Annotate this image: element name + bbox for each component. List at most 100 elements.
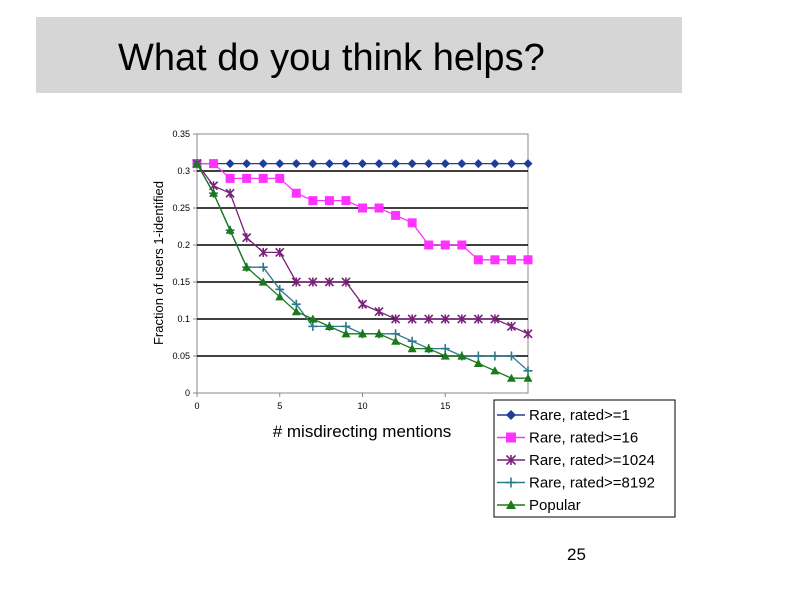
data-point [374, 159, 384, 169]
data-point [473, 255, 483, 265]
data-point [473, 159, 483, 169]
data-point [358, 159, 367, 169]
legend-item: Popular [497, 497, 581, 514]
data-point [258, 159, 268, 169]
data-point [374, 329, 384, 338]
data-point [275, 292, 285, 301]
data-point [192, 159, 202, 168]
data-point [424, 344, 434, 353]
data-point [324, 321, 334, 330]
y-tick-label: 0.25 [172, 203, 190, 213]
data-point [424, 314, 434, 324]
data-point [490, 366, 500, 375]
data-point [341, 329, 351, 338]
slide-number: 25 [567, 545, 586, 564]
data-point [242, 173, 252, 183]
data-point [275, 173, 285, 183]
data-point [358, 329, 367, 338]
legend: Rare, rated>=1 Rare, rated>=16 Rare, rated… [493, 399, 676, 518]
data-point [291, 188, 301, 198]
legend-marker [505, 454, 517, 466]
data-point [490, 255, 500, 265]
data-point [440, 351, 450, 360]
y-axis-label: Fraction of users 1-identified [151, 181, 166, 345]
data-point [308, 196, 318, 206]
data-point [391, 210, 401, 220]
data-point [523, 373, 533, 382]
data-point [440, 240, 450, 250]
data-point [407, 314, 417, 324]
legend-label: Popular [529, 497, 581, 514]
data-point [358, 203, 367, 213]
data-point [341, 277, 351, 287]
legend-label: Rare, rated>=1024 [529, 452, 655, 469]
legend-box [493, 399, 676, 518]
data-point [457, 159, 467, 169]
data-point [390, 314, 401, 324]
data-point [523, 159, 533, 169]
series-layer [192, 158, 533, 382]
data-point [490, 159, 500, 169]
data-point [242, 159, 252, 169]
data-point [225, 188, 235, 198]
legend-item: Rare, rated>=1024 [497, 452, 655, 469]
data-point [341, 196, 351, 206]
data-point [291, 307, 301, 316]
data-point [308, 277, 318, 287]
data-point [324, 196, 334, 206]
data-point [506, 159, 516, 169]
data-point [258, 277, 268, 286]
data-point [291, 159, 301, 169]
data-point [407, 159, 417, 169]
data-point [275, 247, 285, 258]
data-point [457, 240, 467, 250]
legend-label: Rare, rated>=8192 [529, 475, 655, 492]
series-5 [192, 159, 533, 382]
data-point [506, 351, 516, 361]
data-point [440, 159, 450, 169]
data-point [341, 159, 351, 169]
legend-item: Rare, rated>=1 [497, 407, 630, 424]
data-point [308, 321, 318, 331]
data-point [275, 159, 285, 169]
legend-marker [506, 500, 516, 509]
series-3 [192, 158, 533, 339]
data-point [490, 351, 500, 361]
data-point [308, 314, 318, 323]
x-tick-label: 0 [194, 401, 199, 411]
y-tick-label: 0.15 [172, 277, 190, 287]
x-tick-label: 5 [277, 401, 282, 411]
legend-marker [506, 477, 516, 488]
plot-area [196, 133, 529, 394]
data-point [457, 314, 467, 324]
data-point [225, 159, 235, 169]
data-point [424, 159, 434, 169]
data-point [490, 314, 500, 324]
y-tick-label: 0.3 [177, 166, 190, 176]
y-tick-label: 0.1 [177, 314, 190, 324]
data-point [523, 329, 533, 339]
x-axis-label: # misdirecting mentions [273, 422, 452, 441]
data-point [225, 173, 235, 183]
data-point [391, 336, 401, 345]
data-point [457, 351, 467, 360]
data-point [473, 358, 483, 367]
series-1 [192, 159, 533, 169]
data-point [407, 344, 417, 353]
y-tick-label: 0.35 [172, 129, 190, 139]
data-point [391, 159, 401, 169]
data-point [258, 262, 268, 272]
data-point [242, 232, 252, 243]
series-2 [192, 159, 533, 265]
legend-item: Rare, rated>=8192 [497, 475, 655, 492]
data-point [291, 277, 301, 287]
data-point [258, 247, 268, 258]
data-point [258, 173, 268, 183]
data-point [506, 255, 516, 265]
data-point [374, 306, 384, 317]
data-point [324, 277, 335, 287]
data-point [506, 373, 516, 382]
data-point [308, 159, 318, 169]
data-point [424, 240, 434, 250]
